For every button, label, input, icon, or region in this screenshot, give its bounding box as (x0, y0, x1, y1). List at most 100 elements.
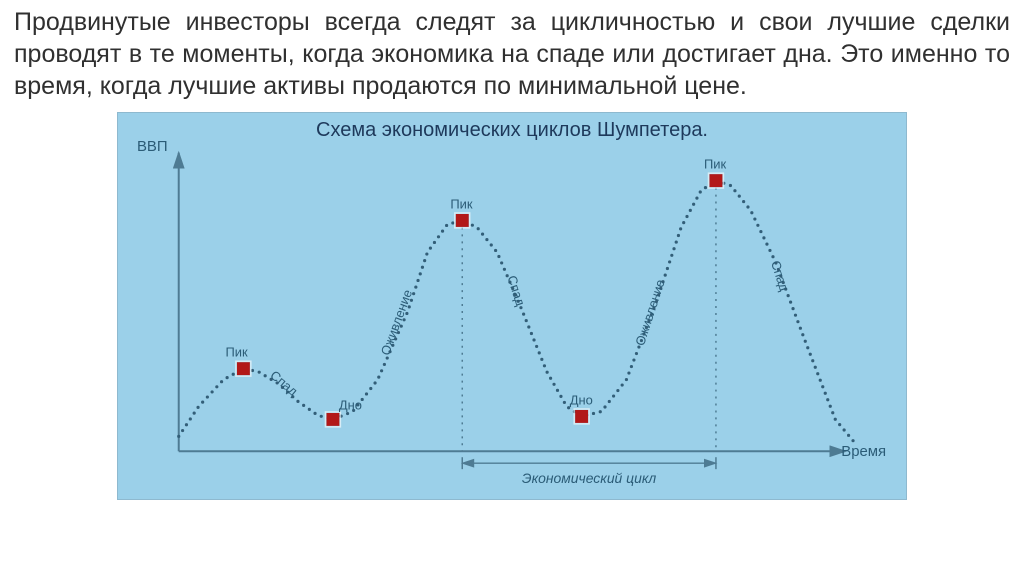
y-axis-label: ВВП (137, 138, 168, 155)
intro-paragraph: Продвинутые инвесторы всегда следят за ц… (0, 0, 1024, 112)
curve-dot (796, 320, 799, 323)
peak-marker (456, 214, 468, 226)
curve-dot (789, 301, 792, 304)
curve-dot (816, 372, 819, 375)
schumpeter-cycles-chart: Схема экономических циклов Шумпетера. ВВ… (117, 112, 907, 500)
curve-dot (419, 272, 422, 275)
curve-dot (540, 358, 543, 361)
curve-dot (692, 203, 695, 206)
curve-dot (819, 379, 822, 382)
curve-dot (791, 307, 794, 310)
curve-dot (762, 236, 765, 239)
curve-dot (826, 398, 829, 401)
curve-dot (177, 435, 180, 438)
curve-dot (814, 366, 817, 369)
curve-dot (433, 241, 436, 244)
curve-dot (670, 254, 673, 257)
curve-dot (477, 227, 480, 230)
cycle-span-label: Экономический цикл (522, 470, 656, 486)
curve-dot (704, 186, 707, 189)
curve-dot (685, 215, 688, 218)
curve-dot (308, 408, 311, 411)
curve-dot (549, 377, 552, 380)
curve-dot (503, 268, 506, 271)
curve-dot (369, 387, 372, 390)
curve-dot (494, 249, 497, 252)
curve-dot (608, 400, 611, 403)
curve-dot (527, 325, 530, 328)
curve-dot (497, 255, 500, 258)
curve-dot (843, 428, 846, 431)
curve-dot (211, 390, 214, 393)
curve-dot (519, 306, 522, 309)
curve-dot (612, 394, 615, 397)
curve-dot (471, 224, 474, 227)
curve-dot (429, 247, 432, 250)
curve-dot (416, 279, 419, 282)
curve-dot (313, 412, 316, 415)
curve-dot (320, 415, 323, 418)
curve-dot (232, 373, 235, 376)
curve-dot (756, 224, 759, 227)
peak-marker (327, 413, 339, 425)
curve-dot (423, 259, 426, 262)
curve-dot (771, 255, 774, 258)
curve-dot (226, 376, 229, 379)
curve-dot (193, 412, 196, 415)
phase-label: Оживление (632, 278, 668, 348)
curve-dot (733, 189, 736, 192)
curve-dot (365, 392, 368, 395)
curve-dot (538, 351, 541, 354)
curve-dot (377, 376, 380, 379)
curve-dot (485, 238, 488, 241)
curve-dot (451, 221, 454, 224)
curve-dot (556, 389, 559, 392)
curve-dot (664, 274, 667, 277)
curve-dot (546, 371, 549, 374)
curve-dot (630, 365, 633, 368)
peak-label: Дно (339, 397, 362, 412)
curve-dot (689, 209, 692, 212)
curve-dot (677, 234, 680, 237)
curve-dot (535, 345, 538, 348)
curve-dot (794, 314, 797, 317)
peak-marker (710, 175, 722, 187)
curve-dot (380, 369, 383, 372)
curve-dot (829, 405, 832, 408)
curve-dot (768, 249, 771, 252)
curve-dot (831, 411, 834, 414)
curve-dot (699, 190, 702, 193)
curve-dot (206, 395, 209, 398)
curve-dot (632, 358, 635, 361)
curve-dot (383, 363, 386, 366)
curve-dot (729, 184, 732, 187)
curve-dot (787, 294, 790, 297)
peak-label: Дно (570, 392, 593, 407)
peak-marker (576, 410, 588, 422)
phase-label: Спад (267, 367, 301, 399)
peak-label: Пик (450, 197, 473, 212)
peak-label: Пик (225, 345, 248, 360)
curve-dot (804, 340, 807, 343)
curve-dot (543, 364, 546, 367)
curve-dot (437, 235, 440, 238)
curve-dot (811, 359, 814, 362)
curve-dot (675, 241, 678, 244)
curve-dot (599, 410, 602, 413)
curve-dot (799, 327, 802, 330)
curve-dot (742, 200, 745, 203)
curve-dot (801, 333, 804, 336)
curve-dot (834, 418, 837, 421)
curve-dot (682, 221, 685, 224)
curve-dot (481, 233, 484, 236)
curve-dot (559, 395, 562, 398)
x-axis-label: Время (841, 443, 886, 460)
curve-dot (189, 417, 192, 420)
curve-dot (695, 197, 698, 200)
phase-label: Оживление (378, 288, 416, 358)
phase-label: Спад (768, 259, 792, 294)
curve-dot (746, 205, 749, 208)
curve-dot (296, 400, 299, 403)
curve-dot (563, 401, 566, 404)
curve-dot (627, 371, 630, 374)
